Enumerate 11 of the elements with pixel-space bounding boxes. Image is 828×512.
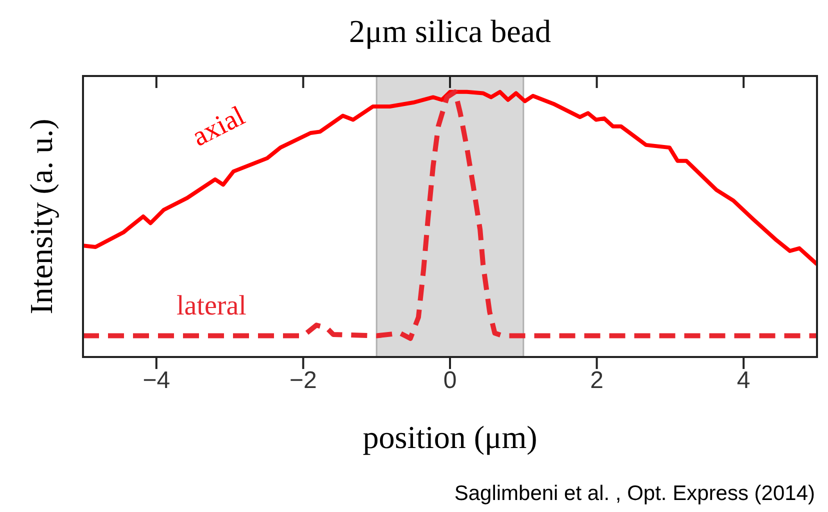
x-tick-label: −4 <box>142 367 170 394</box>
x-tick-label: 4 <box>736 367 750 394</box>
x-tick-label: 2 <box>590 367 604 394</box>
text: axial <box>187 100 250 153</box>
text: Saglimbeni et al. , Opt. Express (2014) <box>454 482 815 505</box>
x-axis-title: position (μm) <box>362 419 538 455</box>
chart-title: 2μm silica bead <box>349 13 551 49</box>
y-axis-title: Intensity (a. u.) <box>23 118 59 314</box>
x-tick-label: 0 <box>443 367 457 394</box>
series-label: lateral <box>176 290 247 322</box>
x-tick-label: −2 <box>290 367 317 394</box>
